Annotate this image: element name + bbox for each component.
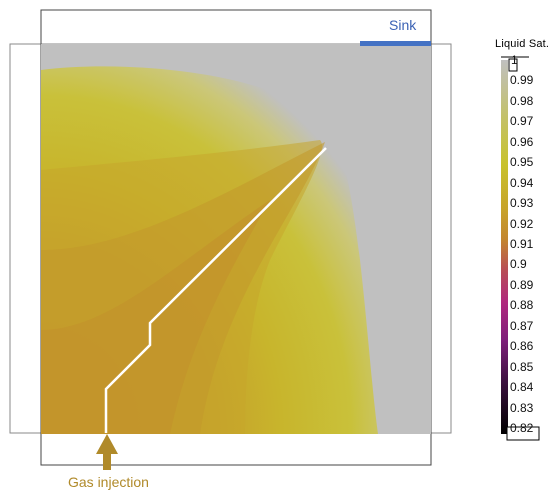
legend-tick-label: 0.82: [510, 421, 534, 435]
legend-tick-label: 0.94: [510, 175, 534, 190]
sink-zone: [300, 44, 431, 180]
gas-injection-label: Gas injection: [68, 474, 149, 490]
legend-tick-label: 0.89: [510, 277, 534, 292]
legend-tick-label: 0.85: [510, 359, 534, 374]
legend-tick-label: 0.91: [510, 237, 534, 251]
legend-tick-label: 1: [511, 53, 518, 67]
legend-tick-label: 0.98: [510, 93, 534, 108]
legend-tick-label: 0.95: [510, 155, 534, 170]
legend-tick-label: 0.92: [510, 216, 534, 231]
legend-tick-label: 0.99: [510, 73, 534, 88]
legend-bottom-box: [506, 426, 540, 441]
legend-tick-label: 0.83: [510, 400, 534, 415]
legend-tick-label: 0.97: [510, 114, 534, 129]
legend-tick-label: 0.84: [510, 380, 534, 395]
legend-title: Liquid Sat.: [495, 38, 550, 50]
sink-bar: [360, 41, 431, 46]
legend-tick-label: 0.86: [510, 339, 534, 354]
legend-tick-label: 0.88: [510, 298, 534, 313]
legend-tick-label: 0.9: [510, 257, 527, 272]
sink-label: Sink: [389, 17, 417, 33]
legend-tick-label: 0.93: [510, 196, 534, 211]
legend-top-box: [508, 58, 518, 72]
saturation-field: [41, 44, 431, 434]
gas-injection-arrow-icon: [96, 434, 118, 470]
legend-tick-label: 0.87: [510, 318, 534, 333]
fracture-path: [104, 147, 327, 433]
legend-colorbar: [501, 60, 508, 434]
legend-tick-label: 0.96: [510, 134, 534, 149]
